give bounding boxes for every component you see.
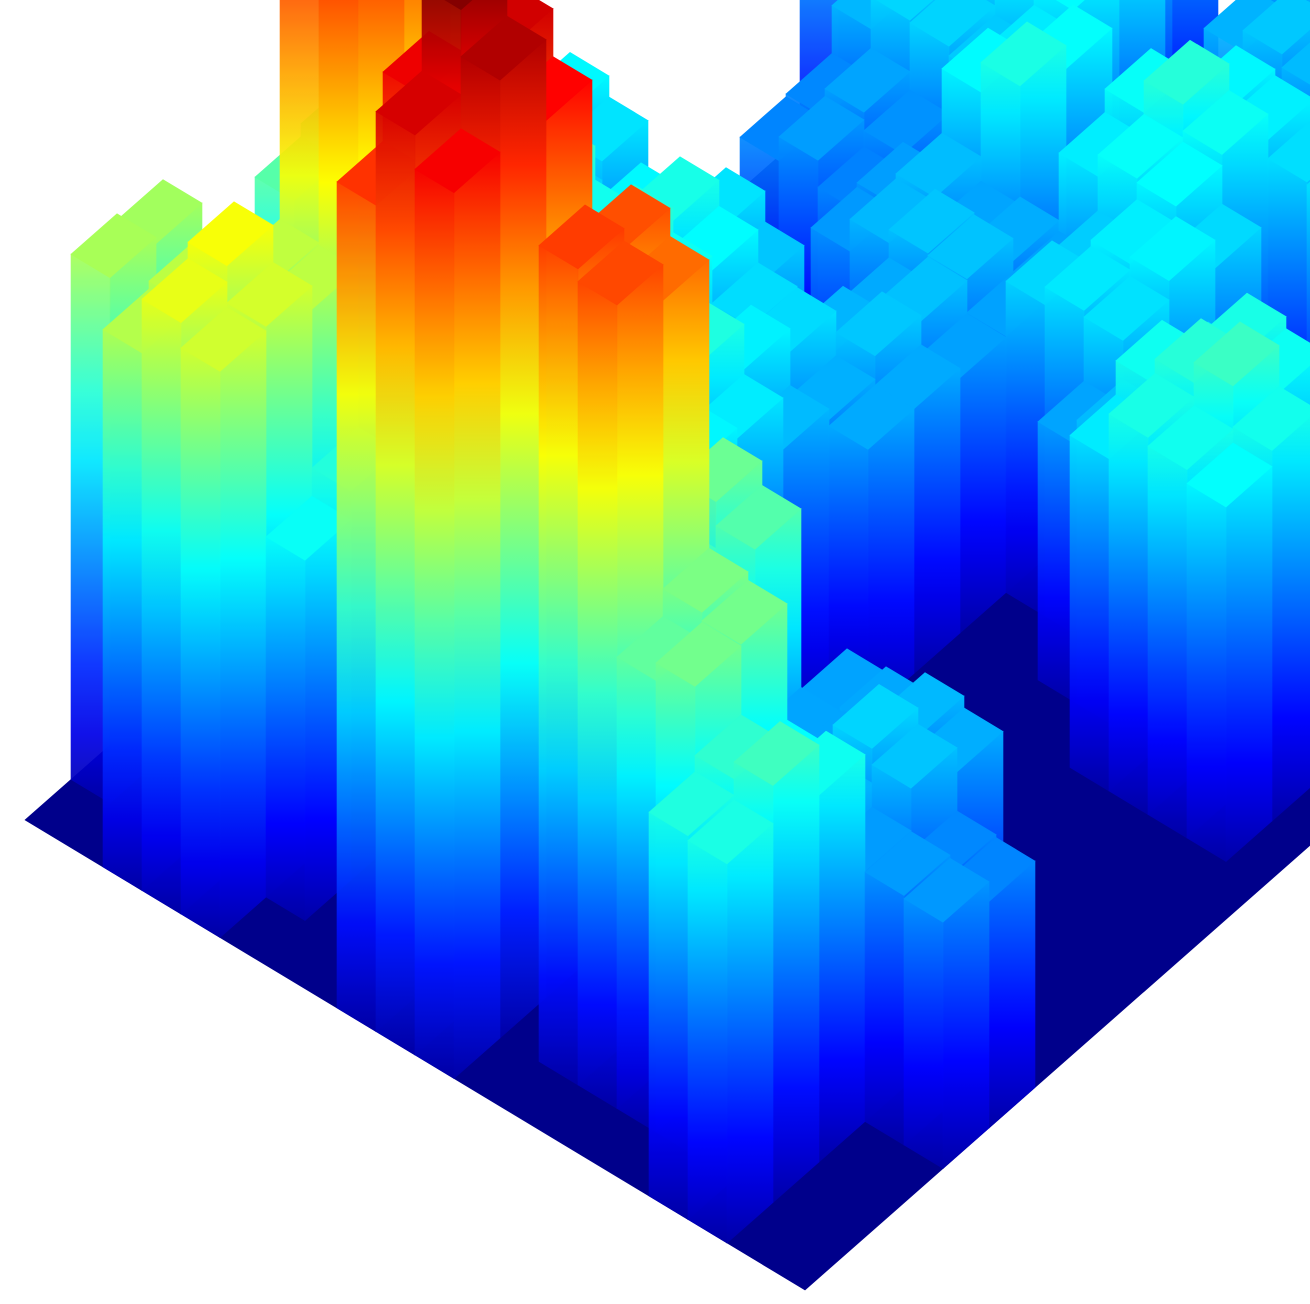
surface-column-face — [578, 282, 617, 1109]
surface-column-face — [688, 840, 727, 1243]
surface-column-face — [266, 537, 305, 921]
surface-column-face — [914, 368, 960, 673]
surface-column-face — [220, 331, 266, 938]
surface-column-face — [649, 812, 688, 1219]
surface-column-face — [337, 182, 376, 1032]
surface-column-face — [181, 348, 220, 938]
surface-column-face — [142, 299, 181, 914]
surface-column-face — [989, 861, 1035, 1128]
surface-column-face — [1070, 435, 1109, 791]
surface-column-face — [415, 169, 454, 1078]
surface-column-face — [1226, 467, 1272, 862]
surface-column-face — [773, 745, 819, 1203]
surface-layer — [25, 0, 1310, 1290]
surface-column-face — [539, 245, 578, 1085]
surface-column-face — [1187, 484, 1226, 862]
surface-column-face — [1272, 410, 1310, 821]
surface-column-face — [904, 899, 943, 1169]
surface-column-face — [376, 112, 415, 1056]
surface-column-face — [943, 882, 989, 1169]
surface-column-face — [454, 152, 500, 1078]
surface-column-face — [960, 337, 1006, 633]
surface-column-face — [103, 330, 142, 891]
surface-column-face — [1109, 414, 1148, 815]
surface-column-face — [865, 872, 904, 1145]
surface-column-face — [1148, 446, 1187, 838]
surface-column-face — [819, 755, 865, 1162]
surface-column-face — [727, 823, 773, 1243]
